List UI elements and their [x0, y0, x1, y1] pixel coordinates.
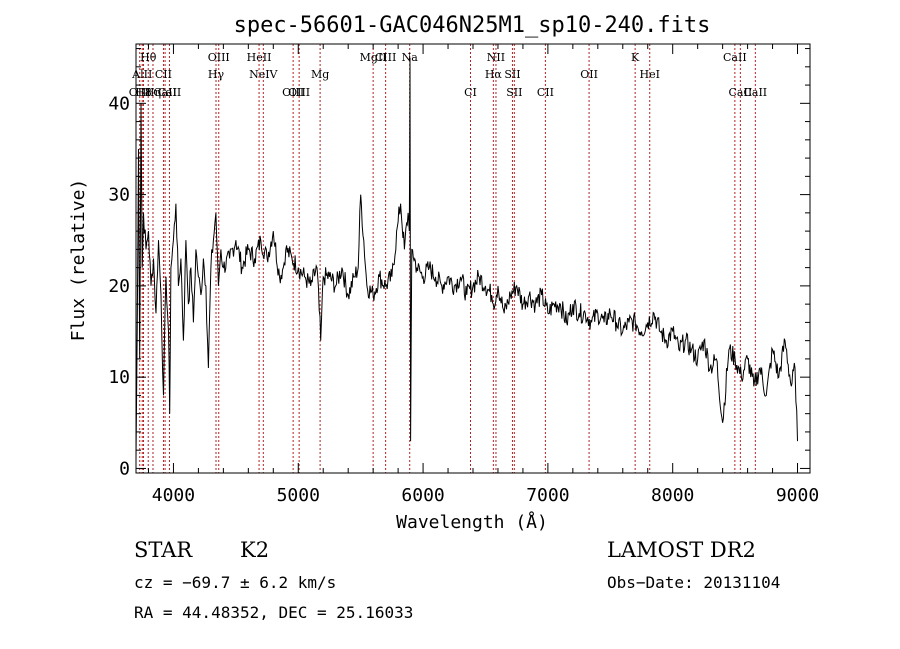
y-tick-label-2: 20 [108, 276, 130, 297]
survey-name: LAMOST DR2 [607, 538, 756, 562]
line-label-14: Mg [311, 68, 329, 81]
flux-line [135, 57, 798, 460]
spectral-line-labels: HθAlIIOIIIH8HηCaIICIICaIIOIIIHγHeIINeIVO… [129, 51, 767, 99]
line-label-11: NeIV [249, 68, 278, 81]
y-tick-label-1: 10 [108, 367, 130, 388]
x-tick-label-4: 8000 [651, 485, 694, 506]
line-label-18: CI [464, 86, 477, 99]
x-axis-label: Wavelength (Å) [396, 511, 548, 533]
y-axis-label: Flux (relative) [68, 179, 89, 342]
axis-ticks: 4000 5000 6000 7000 8000 9000 0 10 20 30 40 [108, 44, 819, 506]
line-label-22: SII [506, 86, 522, 99]
line-label-16: CIII [375, 51, 396, 64]
object-class: STAR [134, 538, 193, 562]
object-subclass: K2 [240, 538, 270, 562]
line-label-20: Hα [485, 68, 503, 81]
line-label-4: Hη [145, 86, 161, 99]
line-label-17: Na [402, 51, 419, 64]
line-label-6: CII [155, 68, 172, 81]
line-label-26: HeI [640, 68, 660, 81]
observation-date: Obs−Date: 20131104 [607, 573, 781, 592]
x-tick-label-5: 9000 [776, 485, 819, 506]
line-label-2: OIII [129, 86, 151, 99]
y-tick-label-4: 40 [108, 93, 130, 114]
x-tick-label-3: 7000 [526, 485, 569, 506]
x-tick-label-0: 4000 [152, 485, 195, 506]
line-label-29: CaII [743, 86, 767, 99]
line-label-21: SII [504, 68, 520, 81]
line-label-10: HeII [247, 51, 272, 64]
line-label-27: CaII [723, 51, 747, 64]
line-label-9: Hγ [208, 68, 225, 81]
chart-title: spec-56601-GAC046N25M1_sp10-240.fits [234, 13, 711, 38]
plot-frame [135, 43, 811, 474]
line-label-24: OII [580, 68, 598, 81]
line-label-8: OIII [208, 51, 230, 64]
redshift-velocity: cz = −69.7 ± 6.2 km/s [134, 573, 337, 592]
x-tick-label-2: 6000 [401, 485, 444, 506]
line-label-28: CaII [729, 86, 753, 99]
x-tick-label-1: 5000 [277, 485, 320, 506]
y-tick-label-0: 0 [119, 458, 130, 479]
flux-series [135, 57, 798, 460]
line-label-25: K [631, 51, 640, 64]
line-label-19: NII [487, 51, 505, 64]
coordinates: RA = 44.48352, DEC = 25.16033 [134, 603, 414, 622]
line-label-12: OIII [282, 86, 304, 99]
line-label-5: CaII [153, 86, 177, 99]
line-label-7: CaII [158, 86, 182, 99]
line-label-3: H8 [135, 86, 152, 99]
line-label-0: Hθ [140, 51, 157, 64]
line-label-1: AlII [131, 68, 152, 81]
line-label-13: OIII [288, 86, 310, 99]
line-label-23: CII [537, 86, 554, 99]
line-label-15: MgII [360, 51, 387, 64]
spectral-line-markers [139, 44, 756, 473]
y-tick-label-3: 30 [108, 185, 130, 206]
